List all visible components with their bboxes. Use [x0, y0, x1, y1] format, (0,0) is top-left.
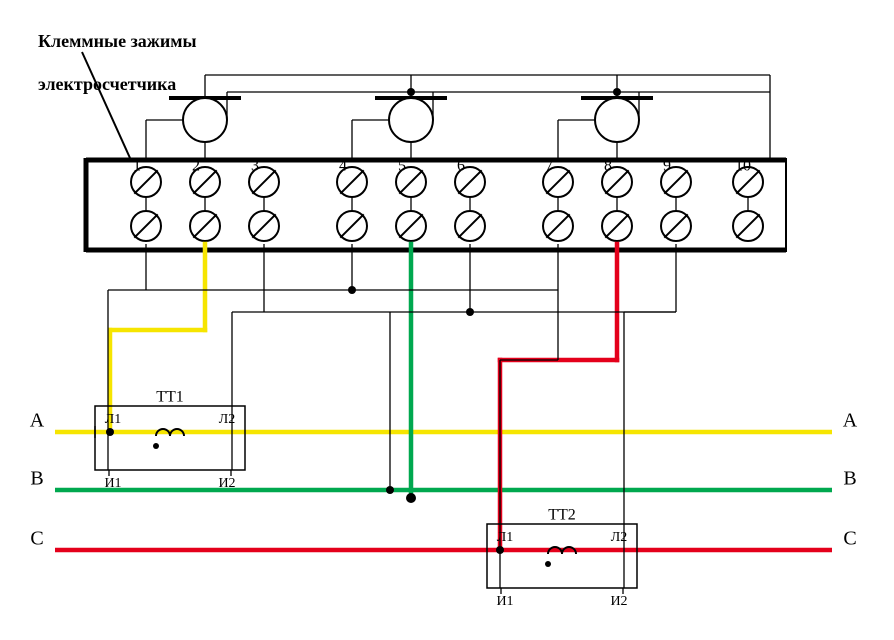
svg-text:Л1: Л1 [105, 412, 122, 427]
svg-text:И1: И1 [496, 594, 513, 609]
svg-text:A: A [843, 410, 858, 432]
title-line1: Клеммные зажимы [38, 31, 197, 51]
svg-text:TT1: TT1 [156, 389, 184, 406]
svg-text:5: 5 [398, 158, 406, 175]
svg-text:Л2: Л2 [611, 530, 628, 545]
svg-text:Л1: Л1 [497, 530, 514, 545]
svg-text:6: 6 [457, 158, 465, 175]
diagram-stage: Клеммные зажимы электросчетчика 1 2 3 4 5 6 7 8… [0, 0, 894, 640]
svg-text:1: 1 [133, 158, 141, 175]
svg-text:C: C [843, 528, 856, 550]
svg-text:B: B [30, 468, 43, 490]
svg-text:7: 7 [545, 158, 553, 175]
svg-text:8: 8 [604, 158, 612, 175]
svg-text:9: 9 [663, 158, 671, 175]
svg-text:И2: И2 [218, 476, 235, 491]
svg-text:И1: И1 [104, 476, 121, 491]
title-line2: электросчетчика [38, 74, 176, 94]
svg-text:3: 3 [251, 158, 259, 175]
diagram-title: Клеммные зажимы электросчетчика [20, 10, 197, 116]
svg-text:10: 10 [735, 158, 751, 175]
svg-text:B: B [843, 468, 856, 490]
svg-text:Л2: Л2 [219, 412, 236, 427]
svg-text:A: A [30, 410, 45, 432]
svg-text:C: C [30, 528, 43, 550]
svg-text:2: 2 [192, 158, 200, 175]
svg-text:TT2: TT2 [548, 507, 576, 524]
svg-text:И2: И2 [610, 594, 627, 609]
svg-text:4: 4 [339, 158, 347, 175]
